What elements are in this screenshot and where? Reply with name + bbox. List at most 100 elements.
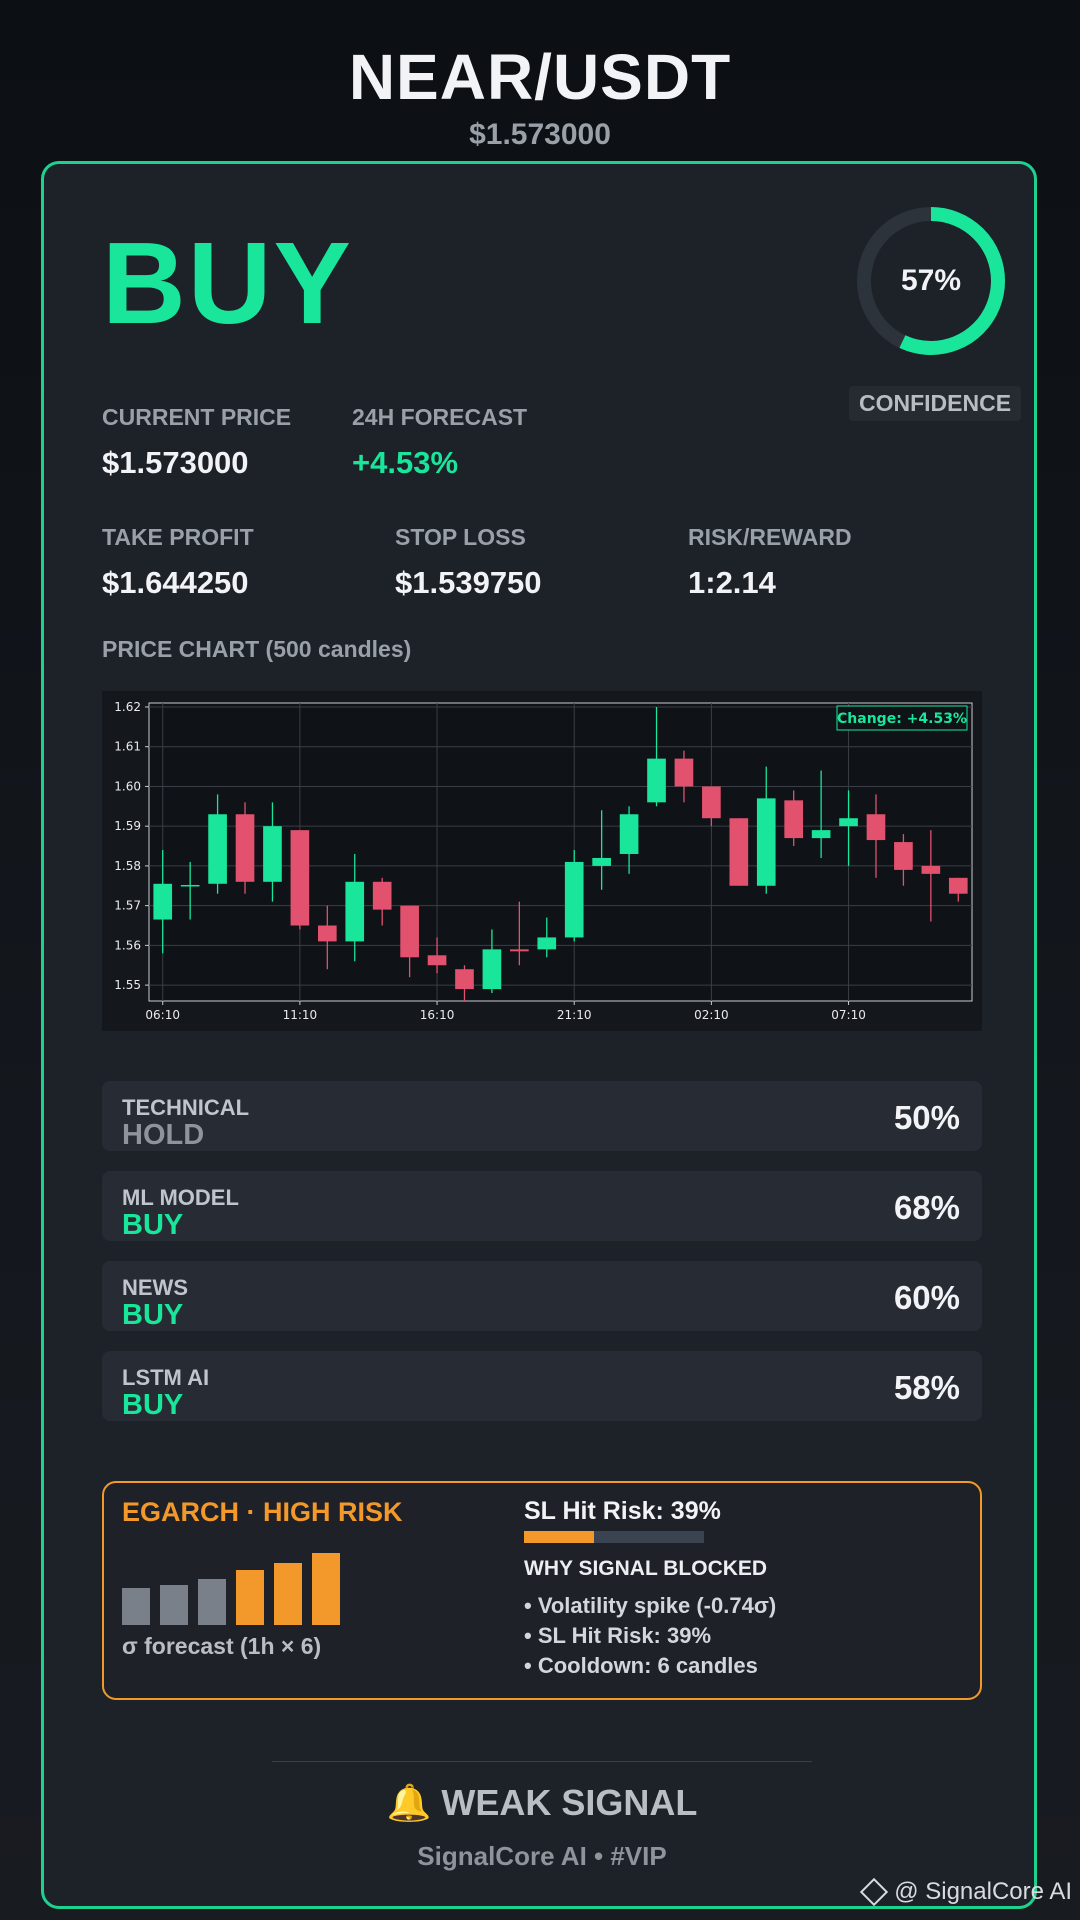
forecast-label: 24H FORECAST bbox=[352, 404, 528, 430]
risk-reward-value: 1:2.14 bbox=[688, 565, 776, 600]
component-percent: 60% bbox=[893, 1279, 960, 1316]
confidence-gauge bbox=[857, 207, 1005, 355]
candle-down bbox=[866, 814, 886, 841]
current-price-value: $1.573000 bbox=[102, 445, 249, 480]
candle-up bbox=[756, 798, 776, 886]
component-name: ML MODEL bbox=[122, 1185, 239, 1210]
candle-up bbox=[592, 857, 611, 866]
risk-title: EGARCH · HIGH RISK bbox=[122, 1497, 403, 1527]
candle-up bbox=[619, 814, 639, 854]
sigma-label: σ forecast (1h × 6) bbox=[122, 1633, 322, 1659]
component-signal: BUY bbox=[122, 1299, 184, 1331]
candle-down bbox=[400, 905, 419, 958]
reason-item: • Volatility spike (-0.74σ) bbox=[524, 1593, 777, 1618]
candle-up bbox=[208, 814, 227, 884]
sl-hit-risk-bar bbox=[524, 1531, 704, 1543]
candle-down bbox=[372, 881, 392, 910]
signal-card: BUY 57% CONFIDENCE CURRENT PRICE $1.5730… bbox=[41, 161, 1037, 1909]
y-tick-label: 1.62 bbox=[114, 700, 141, 714]
pair-price: $1.573000 bbox=[469, 118, 611, 151]
candle-down bbox=[784, 800, 804, 839]
candle-up bbox=[482, 949, 502, 990]
candle-up bbox=[647, 758, 666, 803]
sl-hit-risk-label: SL Hit Risk: 39% bbox=[524, 1497, 721, 1525]
candle-down bbox=[894, 842, 913, 870]
chart-label: PRICE CHART (500 candles) bbox=[102, 636, 412, 662]
candle-down bbox=[235, 814, 255, 882]
signal-action: BUY bbox=[102, 218, 353, 348]
sigma-bar bbox=[122, 1587, 150, 1625]
candle-down bbox=[674, 758, 694, 787]
stop-loss-metric: STOP LOSS $1.539750 bbox=[395, 524, 542, 601]
component-percent: 68% bbox=[893, 1189, 960, 1226]
diamond-logo-icon bbox=[860, 1877, 889, 1907]
current-price-metric: CURRENT PRICE $1.573000 bbox=[102, 404, 291, 481]
watermark: @ SignalCore AI bbox=[860, 1877, 1072, 1907]
y-tick-label: 1.60 bbox=[114, 779, 141, 793]
component-row-lstm-ai: LSTM AI BUY 58% bbox=[102, 1351, 982, 1421]
candle-up bbox=[811, 830, 831, 839]
candle-down bbox=[455, 969, 474, 990]
divider bbox=[272, 1761, 812, 1762]
candle-down bbox=[317, 925, 337, 942]
x-tick-label: 16:10 bbox=[420, 1008, 455, 1022]
risk-panel: EGARCH · HIGH RISK σ forecast (1h × 6) S… bbox=[102, 1481, 982, 1700]
candle-down bbox=[290, 830, 310, 926]
candle-up bbox=[345, 881, 365, 942]
component-percent: 50% bbox=[893, 1099, 960, 1136]
why-blocked-title: WHY SIGNAL BLOCKED bbox=[524, 1557, 768, 1580]
candle-up bbox=[839, 818, 858, 827]
component-signal: BUY bbox=[122, 1389, 184, 1421]
confidence-label: CONFIDENCE bbox=[849, 386, 1022, 421]
y-tick-label: 1.58 bbox=[114, 859, 141, 873]
sigma-bar bbox=[198, 1578, 226, 1625]
candle-up bbox=[263, 826, 282, 882]
signal-strength: 🔔 WEAK SIGNAL bbox=[386, 1782, 698, 1823]
forecast-value: +4.53% bbox=[352, 445, 459, 480]
component-name: LSTM AI bbox=[122, 1365, 210, 1390]
x-tick-label: 11:10 bbox=[283, 1008, 318, 1022]
y-tick-label: 1.59 bbox=[114, 819, 141, 833]
candle-up bbox=[180, 884, 200, 887]
candle-down bbox=[921, 865, 941, 874]
current-price-label: CURRENT PRICE bbox=[102, 404, 292, 430]
sigma-bar bbox=[274, 1563, 302, 1625]
risk-reward-label: RISK/REWARD bbox=[688, 524, 852, 550]
component-signal: BUY bbox=[122, 1209, 184, 1241]
forecast-metric: 24H FORECAST +4.53% bbox=[352, 404, 527, 481]
sl-hit-risk-fill bbox=[524, 1531, 595, 1543]
y-tick-label: 1.57 bbox=[114, 899, 141, 913]
candle-down bbox=[702, 786, 721, 819]
sigma-bar bbox=[312, 1553, 340, 1625]
sigma-bar bbox=[236, 1570, 264, 1625]
pair-title: NEAR/USDT bbox=[348, 41, 732, 113]
risk-reward-metric: RISK/REWARD 1:2.14 bbox=[688, 524, 852, 601]
change-badge bbox=[836, 705, 968, 731]
y-tick-label: 1.61 bbox=[114, 740, 141, 754]
candle-down bbox=[729, 818, 749, 886]
plot-area bbox=[148, 702, 973, 1002]
take-profit-value: $1.644250 bbox=[102, 565, 249, 600]
reason-item: • Cooldown: 6 candles bbox=[524, 1653, 758, 1678]
stop-loss-value: $1.539750 bbox=[395, 565, 542, 600]
x-tick-label: 21:10 bbox=[557, 1008, 592, 1022]
candle-down bbox=[427, 955, 447, 966]
candle-up bbox=[564, 861, 584, 938]
change-badge-text: Change: +4.53% bbox=[837, 711, 967, 727]
price-chart: 1.55 1.56 1.57 1.58 1.59 1.60 1.61 1.62 06:10 11:… bbox=[102, 691, 982, 1031]
take-profit-metric: TAKE PROFIT $1.644250 bbox=[102, 524, 254, 601]
gauge-fill bbox=[857, 207, 1005, 355]
candle-down bbox=[510, 949, 529, 952]
take-profit-label: TAKE PROFIT bbox=[102, 524, 254, 550]
component-row-ml-model: ML MODEL BUY 68% bbox=[102, 1171, 982, 1241]
blocked-reasons: • Volatility spike (-0.74σ) • SL Hit Ris… bbox=[524, 1591, 776, 1681]
watermark-text: @ SignalCore AI bbox=[894, 1878, 1072, 1905]
confidence-value: 57% bbox=[900, 264, 962, 297]
component-percent: 58% bbox=[893, 1369, 960, 1406]
component-name: NEWS bbox=[122, 1275, 188, 1300]
stop-loss-label: STOP LOSS bbox=[395, 524, 526, 550]
candle-down bbox=[948, 877, 968, 894]
x-tick-label: 02:10 bbox=[694, 1008, 729, 1022]
brand-tag: SignalCore AI • #VIP bbox=[417, 1841, 667, 1871]
component-signal: HOLD bbox=[122, 1119, 205, 1151]
